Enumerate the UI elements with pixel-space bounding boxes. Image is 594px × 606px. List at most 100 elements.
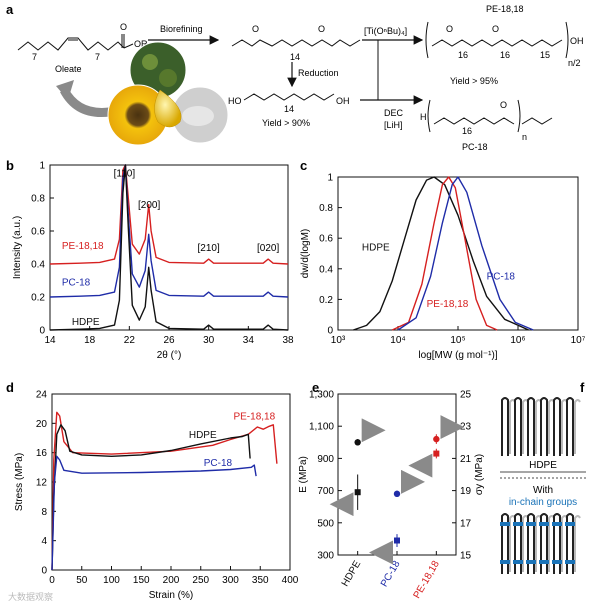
series-label: HDPE <box>72 317 100 328</box>
pe1818-title: PE-18,18 <box>486 4 524 14</box>
chain-fold-back <box>574 399 581 454</box>
y-tick-label: 8 <box>41 507 47 518</box>
peak-label: [020] <box>257 243 279 254</box>
x-tick-label: 150 <box>133 575 150 586</box>
pc-n: n <box>522 132 527 142</box>
x-tick-label: 22 <box>124 335 136 346</box>
y-left-tick-label: 1,300 <box>309 390 334 401</box>
oleate-label: Oleate <box>55 64 82 74</box>
y-left-tick-label: 1,100 <box>309 422 334 433</box>
in-chain-group <box>526 522 536 526</box>
pc-h: H <box>420 112 427 122</box>
series-label: PE-18,18 <box>427 299 469 310</box>
y-tick-label: 4 <box>41 536 47 547</box>
x-tick-label: 200 <box>163 575 180 586</box>
y-tick-label: 0.8 <box>319 203 333 214</box>
panel-d: d 0 50 100 150 200 250 300 350 400 0 4 8 12 16 20 24 Str… <box>6 380 299 601</box>
pc-sub16: 16 <box>462 126 472 136</box>
panel-e: e 300 500 700 900 1,100 1,300 15 17 19 21 23 25 E (M… <box>298 380 485 601</box>
series-line-pc18 <box>49 164 289 298</box>
pe-sub15: 15 <box>540 50 550 60</box>
panel-a: a O OR 7 7 Oleate Biorefining O O 14 Red… <box>6 2 584 152</box>
x-tick-label: 26 <box>163 335 175 346</box>
in-chain-group <box>500 560 510 564</box>
y-right-tick-label: 21 <box>460 454 472 465</box>
y-tick-label: 0.8 <box>31 194 45 205</box>
x-category-label: PC-18 <box>379 559 403 589</box>
in-chain-group <box>565 560 575 564</box>
x-axis-label: log[MW (g mol⁻¹)] <box>418 350 497 361</box>
y-right-tick-label: 19 <box>460 486 472 497</box>
modulus-marker <box>394 537 400 544</box>
pe-sub16a: 16 <box>458 50 468 60</box>
chain-fold <box>514 397 522 456</box>
panel-f: f HDPE With in-chain groups <box>500 380 586 574</box>
panel-letter-a: a <box>6 2 14 17</box>
diol-structure: HO OH 14 Yield > 90% <box>228 93 350 128</box>
pe-o1: O <box>446 24 453 34</box>
x-tick-label: 10⁷ <box>571 335 586 346</box>
chain-fold <box>553 397 561 456</box>
plot-frame <box>337 393 457 556</box>
oleate-sub7b: 7 <box>95 52 100 62</box>
x-tick-label: 38 <box>282 335 294 346</box>
chain-fold <box>553 513 561 574</box>
peak-label: [210] <box>198 243 220 254</box>
series-label: PC-18 <box>204 458 233 469</box>
pe-sub16b: 16 <box>500 50 510 60</box>
in-chain-folds <box>500 513 581 574</box>
x-tick-label: 34 <box>243 335 255 346</box>
y-tick-label: 1 <box>39 161 45 172</box>
y-tick-label: 1 <box>327 173 333 184</box>
series-line-hdpe <box>353 176 529 331</box>
pe1818-structure: PE-18,18 O O 16 16 15 OH n/2 Yield > 95% <box>425 4 584 86</box>
diester-o1: O <box>252 24 259 34</box>
diester-o2: O <box>318 24 325 34</box>
chain-fold <box>527 397 535 456</box>
series-line-hdpe <box>51 424 251 571</box>
x-tick-label: 14 <box>44 335 56 346</box>
diol-ho: HO <box>228 96 242 106</box>
y-tick-label: 20 <box>36 419 48 430</box>
in-chain-group <box>552 560 562 564</box>
yield-stress-marker <box>393 490 401 498</box>
chain-fold <box>501 513 509 574</box>
y-tick-label: 12 <box>36 478 48 489</box>
f-in-chain-label: in-chain groups <box>509 497 577 508</box>
panel-letter-e: e <box>312 380 319 395</box>
in-chain-group <box>565 522 575 526</box>
y-left-tick-label: 500 <box>317 518 334 529</box>
y-tick-label: 0 <box>327 326 333 337</box>
y-right-tick-label: 17 <box>460 518 472 529</box>
modulus-marker <box>433 450 440 457</box>
series-line-pe1818 <box>49 164 289 265</box>
y-left-tick-label: 300 <box>317 551 334 562</box>
f-hdpe-label: HDPE <box>529 460 557 471</box>
y-tick-label: 0 <box>39 326 45 337</box>
chain-fold <box>527 513 535 574</box>
series-label: PE-18,18 <box>233 412 275 423</box>
series-label: PE-18,18 <box>62 241 104 252</box>
peak-label: [110] <box>114 169 136 180</box>
dec-label: DEC <box>384 108 404 118</box>
y-tick-label: 0.6 <box>31 227 45 238</box>
series-line-hdpe <box>49 164 289 331</box>
oleate-structure: O OR 7 7 Oleate <box>17 22 148 74</box>
recycle-arrow-head <box>56 80 74 100</box>
watermark: 大数据观察 <box>8 591 53 603</box>
pc18-structure: H O 16 n PC-18 <box>420 99 553 152</box>
series-label: HDPE <box>189 430 217 441</box>
yield90: Yield > 90% <box>262 118 310 128</box>
y-tick-label: 0 <box>41 566 47 577</box>
series-line-pe1818 <box>51 411 278 571</box>
pe-n: n/2 <box>568 58 581 68</box>
series-line-pc18 <box>397 176 534 331</box>
y-right-tick-label: 25 <box>460 390 472 401</box>
series-label: PC-18 <box>62 277 91 288</box>
oleate-or: OR <box>134 39 148 49</box>
in-chain-group <box>513 560 523 564</box>
panel-letter-c: c <box>300 158 307 173</box>
hdpe-chain-folds <box>501 397 581 456</box>
biorefining-label: Biorefining <box>160 24 203 34</box>
